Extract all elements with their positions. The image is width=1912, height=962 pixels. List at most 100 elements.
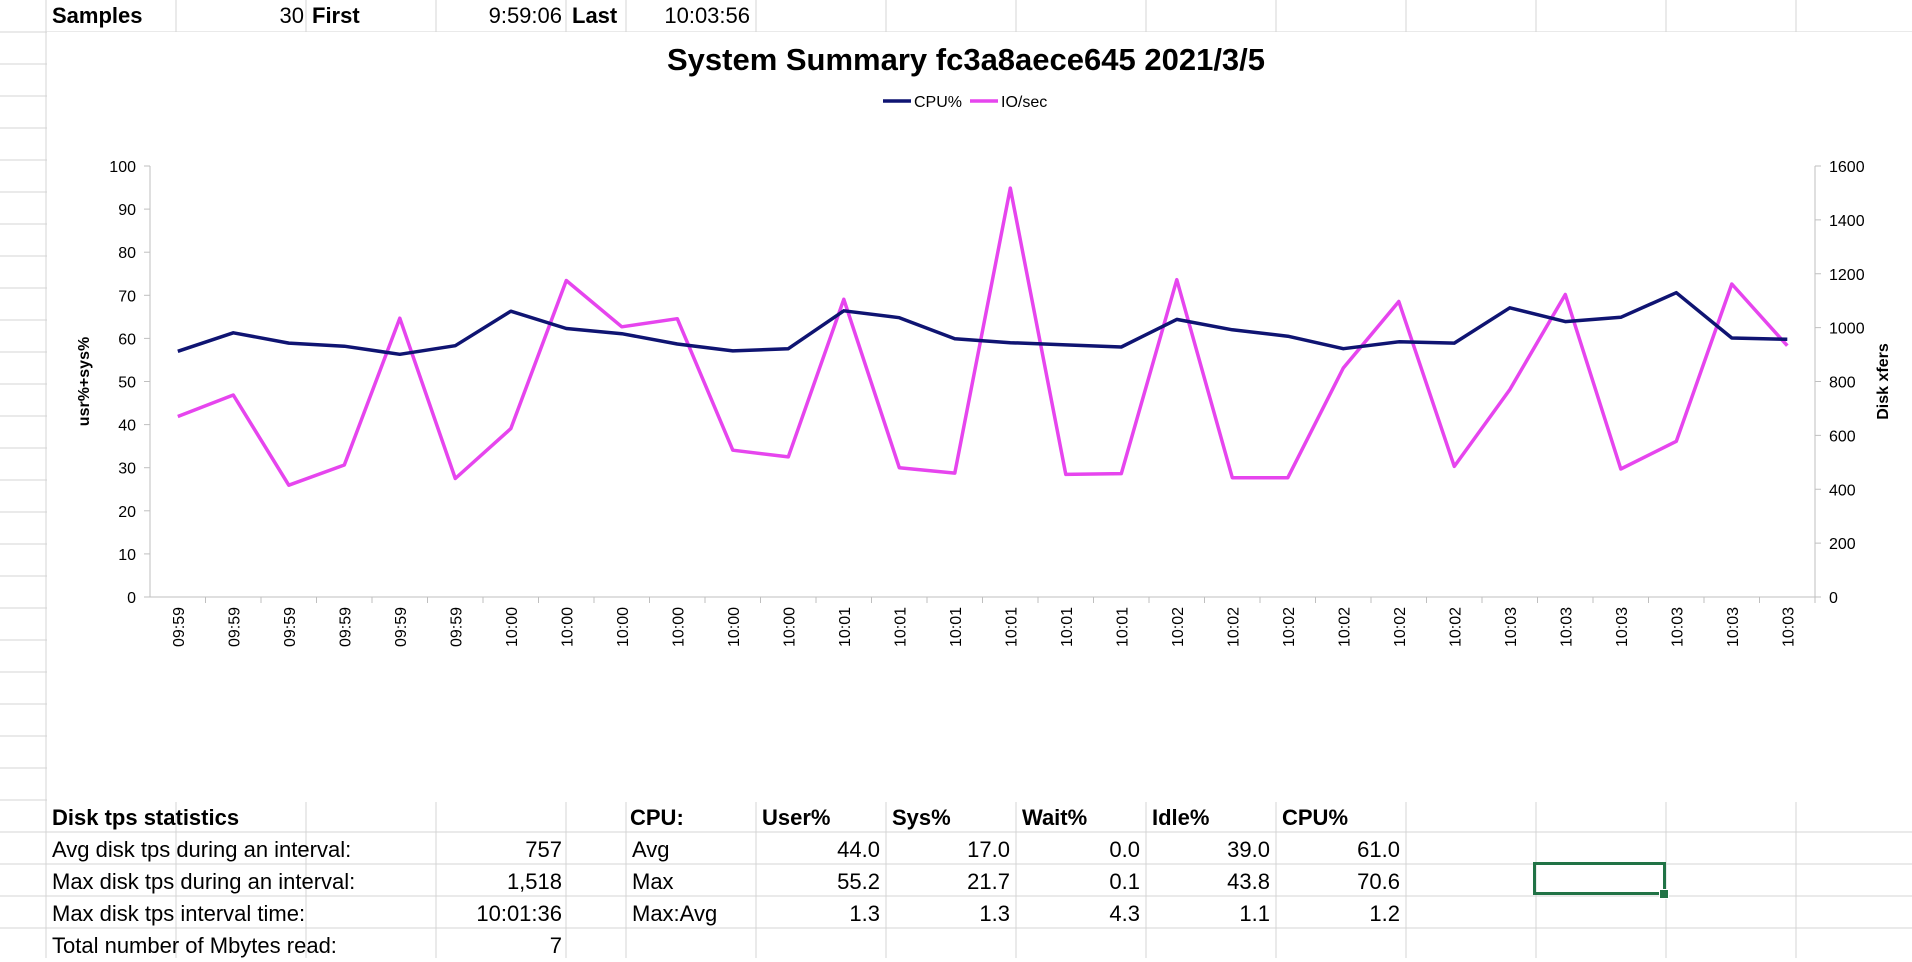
x-tick-label: 10:01 xyxy=(1059,607,1076,647)
x-tick-label: 10:03 xyxy=(1725,607,1742,647)
legend-label-0: CPU% xyxy=(914,94,962,111)
max-time-value[interactable]: 10:01:36 xyxy=(476,901,562,926)
avg-disk-value[interactable]: 757 xyxy=(525,837,562,862)
y-tick-label: 40 xyxy=(118,418,136,435)
y2-tick-label: 1600 xyxy=(1829,159,1865,176)
chart-title: System Summary fc3a8aece645 2021/3/5 xyxy=(667,42,1265,77)
fill-handle[interactable] xyxy=(1659,889,1669,899)
cpu-row-label[interactable]: Max xyxy=(632,869,674,894)
cpu-cell[interactable]: 21.7 xyxy=(967,869,1010,894)
cpu-cell[interactable]: 17.0 xyxy=(967,837,1010,862)
x-tick-label: 10:01 xyxy=(1003,607,1020,647)
max-time-label[interactable]: Max disk tps interval time: xyxy=(52,901,306,926)
cpu-cell[interactable]: 0.1 xyxy=(1109,869,1140,894)
chart-legend: CPU% IO/sec xyxy=(883,94,1047,111)
x-tick-label: 10:00 xyxy=(670,607,687,647)
chart-axes: 0102030405060708090100020040060080010001… xyxy=(76,159,1892,647)
cpu-cell[interactable]: 1.2 xyxy=(1369,901,1400,926)
samples-value[interactable]: 30 xyxy=(279,3,304,28)
cpu-cell[interactable]: 1.3 xyxy=(849,901,880,926)
x-tick-label: 10:02 xyxy=(1170,607,1187,647)
x-tick-label: 10:00 xyxy=(781,607,798,647)
cpu-cell[interactable]: 55.2 xyxy=(837,869,880,894)
y2-tick-label: 400 xyxy=(1829,482,1856,499)
x-tick-label: 10:03 xyxy=(1780,607,1797,647)
x-tick-label: 09:59 xyxy=(226,607,243,647)
cpu-cell[interactable]: 39.0 xyxy=(1227,837,1270,862)
mbytes-label[interactable]: Total number of Mbytes read: xyxy=(52,933,337,958)
cpu-label[interactable]: CPU: xyxy=(630,805,684,830)
avg-disk-label[interactable]: Avg disk tps during an interval: xyxy=(52,837,352,862)
x-tick-label: 09:59 xyxy=(448,607,465,647)
x-tick-label: 09:59 xyxy=(393,607,410,647)
legend-label-1: IO/sec xyxy=(1001,94,1047,111)
samples-label[interactable]: Samples xyxy=(52,3,143,28)
last-label[interactable]: Last xyxy=(572,3,618,28)
x-tick-label: 10:01 xyxy=(948,607,965,647)
max-disk-value[interactable]: 1,518 xyxy=(506,869,562,894)
y2-tick-label: 1400 xyxy=(1829,213,1865,230)
chart-series xyxy=(177,186,1789,487)
cpu-header-2[interactable]: Wait% xyxy=(1022,805,1088,830)
cpu-row-label[interactable]: Avg xyxy=(632,837,670,862)
cpu-cell[interactable]: 43.8 xyxy=(1227,869,1270,894)
x-tick-label: 10:03 xyxy=(1614,607,1631,647)
x-tick-label: 10:01 xyxy=(837,607,854,647)
first-label[interactable]: First xyxy=(312,3,360,28)
y-tick-label: 0 xyxy=(127,590,136,607)
y2-tick-label: 800 xyxy=(1829,375,1856,392)
x-tick-label: 10:00 xyxy=(615,607,632,647)
x-tick-label: 10:01 xyxy=(892,607,909,647)
mbytes-value[interactable]: 7 xyxy=(549,933,562,958)
y2-tick-label: 1200 xyxy=(1829,267,1865,284)
y-tick-label: 70 xyxy=(118,288,136,305)
y-tick-label: 10 xyxy=(118,547,136,564)
y-tick-label: 80 xyxy=(118,245,136,262)
y-tick-label: 90 xyxy=(118,202,136,219)
y2-axis-title: Disk xfers xyxy=(1875,343,1892,420)
last-value[interactable]: 10:03:56 xyxy=(664,3,750,28)
y-tick-label: 100 xyxy=(109,159,136,176)
x-tick-label: 10:02 xyxy=(1392,607,1409,647)
y2-tick-label: 1000 xyxy=(1829,321,1865,338)
cpu-header-1[interactable]: Sys% xyxy=(892,805,951,830)
cpu-cell[interactable]: 44.0 xyxy=(837,837,880,862)
x-tick-label: 10:02 xyxy=(1447,607,1464,647)
cpu-cell[interactable]: 70.6 xyxy=(1357,869,1400,894)
cpu-header-0[interactable]: User% xyxy=(762,805,831,830)
x-tick-label: 10:03 xyxy=(1503,607,1520,647)
chart-area[interactable]: System Summary fc3a8aece645 2021/3/5 CPU… xyxy=(47,32,1912,802)
max-disk-label[interactable]: Max disk tps during an interval: xyxy=(52,869,356,894)
x-tick-label: 09:59 xyxy=(171,607,188,647)
cpu-cell[interactable]: 0.0 xyxy=(1109,837,1140,862)
x-tick-label: 10:03 xyxy=(1669,607,1686,647)
x-tick-label: 10:02 xyxy=(1336,607,1353,647)
x-tick-label: 10:00 xyxy=(726,607,743,647)
selected-cell[interactable] xyxy=(1533,862,1666,895)
y2-tick-label: 600 xyxy=(1829,428,1856,445)
x-tick-label: 10:02 xyxy=(1281,607,1298,647)
y-tick-label: 30 xyxy=(118,461,136,478)
cpu-cell[interactable]: 4.3 xyxy=(1109,901,1140,926)
y-tick-label: 60 xyxy=(118,331,136,348)
y-axis-title: usr%+sys% xyxy=(76,337,93,426)
cpu-header-4[interactable]: CPU% xyxy=(1282,805,1349,830)
x-tick-label: 10:00 xyxy=(504,607,521,647)
x-tick-label: 09:59 xyxy=(282,607,299,647)
x-tick-label: 09:59 xyxy=(337,607,354,647)
cpu-header-3[interactable]: Idle% xyxy=(1152,805,1210,830)
cpu-cell[interactable]: 61.0 xyxy=(1357,837,1400,862)
x-tick-label: 10:03 xyxy=(1558,607,1575,647)
series-line-0[interactable] xyxy=(177,290,1788,357)
system-summary-chart[interactable]: System Summary fc3a8aece645 2021/3/5 CPU… xyxy=(47,32,1912,802)
y-tick-label: 20 xyxy=(118,504,136,521)
cpu-row-label[interactable]: Max:Avg xyxy=(632,901,718,926)
first-value[interactable]: 9:59:06 xyxy=(488,3,562,28)
x-tick-label: 10:02 xyxy=(1225,607,1242,647)
x-tick-label: 10:01 xyxy=(1114,607,1131,647)
y2-tick-label: 200 xyxy=(1829,536,1856,553)
series-line-1[interactable] xyxy=(177,186,1789,487)
disk-stats-title[interactable]: Disk tps statistics xyxy=(52,805,240,830)
cpu-cell[interactable]: 1.1 xyxy=(1239,901,1270,926)
cpu-cell[interactable]: 1.3 xyxy=(979,901,1010,926)
